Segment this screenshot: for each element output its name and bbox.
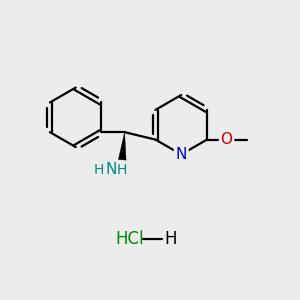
Polygon shape [118,132,126,160]
Text: H: H [116,163,127,177]
Text: N: N [176,147,187,162]
Text: HCl: HCl [115,230,143,248]
Text: H: H [94,163,104,177]
Text: N: N [106,162,117,177]
Text: H: H [164,230,176,248]
Text: O: O [220,132,232,147]
